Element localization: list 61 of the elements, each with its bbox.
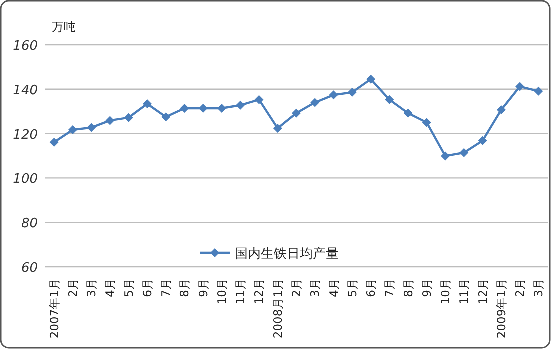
y-tick-label: 100 — [13, 172, 38, 188]
x-tick-label: 2007年1月 — [47, 278, 62, 339]
point — [162, 112, 171, 122]
x-tick-label: 12月 — [252, 278, 266, 305]
point — [273, 124, 282, 133]
x-tick-label: 12月 — [476, 278, 490, 305]
x-tick-label: 9月 — [420, 278, 434, 298]
x-tick-label: 2月 — [513, 278, 528, 298]
x-tick-label: 5月 — [122, 278, 136, 298]
x-tick-label: 2009年1月 — [494, 278, 508, 339]
point — [385, 95, 394, 104]
x-tick-label: 2月 — [66, 278, 80, 298]
x-tick-label: 2月 — [290, 278, 304, 298]
point — [496, 106, 506, 115]
x-tick-label: 3月 — [84, 278, 99, 298]
point — [198, 104, 208, 113]
point — [404, 108, 413, 118]
point — [106, 116, 115, 126]
x-tick-label: 11月 — [234, 278, 248, 305]
x-tick-label: 11月 — [457, 278, 472, 305]
x-tick-label: 4月 — [103, 278, 118, 298]
point — [348, 88, 357, 98]
x-tick-label: 8月 — [178, 278, 192, 298]
point — [254, 95, 264, 104]
point — [422, 118, 432, 128]
point — [50, 138, 59, 147]
x-tick-label: 5月 — [345, 278, 360, 298]
point — [329, 90, 338, 100]
x-tick-label: 3月 — [308, 278, 322, 298]
x-tick-label: 4月 — [326, 278, 341, 298]
y-tick-label: 140 — [13, 83, 38, 98]
point — [366, 74, 376, 84]
x-tick-label: 6月 — [364, 278, 378, 298]
x-tick-label: 6月 — [140, 278, 154, 298]
point — [534, 86, 544, 96]
point — [142, 100, 152, 109]
y-tick-label: 120 — [13, 128, 38, 143]
point — [68, 126, 78, 135]
y-axis-title: 万吨 — [52, 20, 76, 34]
point — [87, 123, 96, 132]
y-tick-label: 160 — [13, 39, 38, 54]
point — [441, 152, 450, 161]
point — [292, 108, 301, 118]
x-tick-label: 3月 — [532, 278, 546, 298]
point — [310, 98, 320, 108]
point — [180, 104, 190, 113]
x-tick-label: 7月 — [159, 278, 174, 298]
point — [478, 136, 488, 146]
point — [124, 113, 134, 122]
x-tick-label: 8月 — [401, 278, 416, 298]
point — [516, 82, 525, 92]
x-tick-label: 10月 — [214, 278, 229, 305]
x-tick-label: 2008月1月 — [270, 278, 285, 339]
y-tick-label: 80 — [21, 216, 38, 232]
point — [236, 100, 246, 110]
x-tick-label: 7月 — [382, 278, 397, 298]
legend-label: 国内生铁日均产量 — [235, 247, 339, 262]
point — [460, 148, 469, 158]
x-tick-label: 10月 — [438, 278, 453, 305]
y-tick-label: 60 — [21, 261, 38, 276]
x-tick-label: 9月 — [196, 278, 210, 298]
